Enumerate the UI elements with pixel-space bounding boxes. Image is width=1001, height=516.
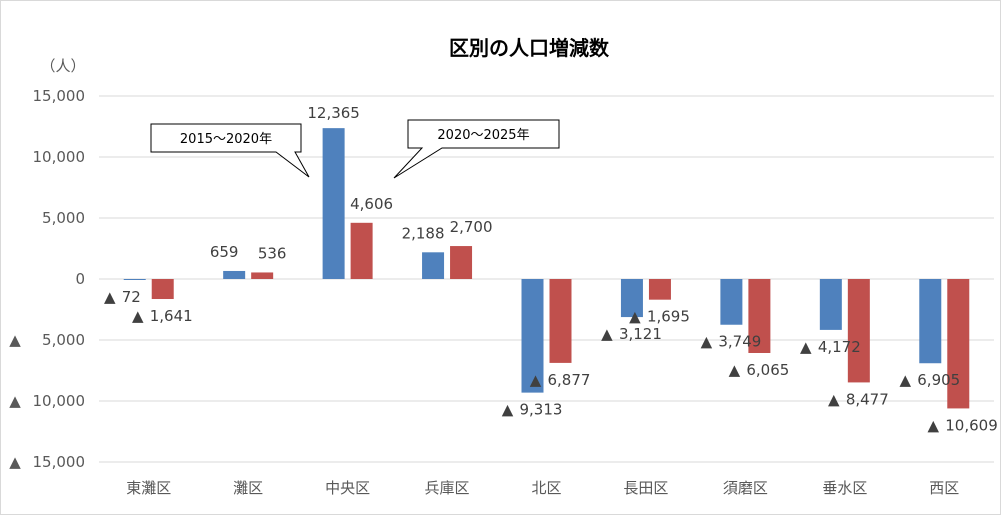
data-label: 2,700: [450, 218, 493, 236]
x-tick-label: 西区: [929, 479, 959, 497]
negative-marker-icon: ▲: [828, 390, 840, 408]
y-axis-unit-label: （人）: [40, 57, 85, 75]
data-label: 2,188: [402, 224, 445, 242]
bar-series-2: [549, 279, 572, 363]
data-label: 6,065: [746, 361, 789, 379]
data-label: 3,121: [619, 325, 662, 343]
data-label: 6,877: [548, 371, 591, 389]
negative-marker-icon: ▲: [9, 331, 21, 349]
bar-series-1: [123, 279, 146, 280]
data-label: 12,365: [307, 104, 360, 122]
bar-series-1: [620, 279, 643, 318]
callout-box: [393, 119, 560, 179]
series-name-label: 2020～2025年: [437, 128, 529, 143]
bar-series-2: [450, 246, 473, 279]
bar-series-1: [720, 279, 743, 325]
bar-series-1: [919, 279, 942, 364]
bar-series-2: [648, 279, 671, 300]
data-label: 3,749: [718, 333, 761, 351]
negative-marker-icon: ▲: [9, 392, 21, 410]
negative-marker-icon: ▲: [928, 416, 940, 434]
data-label: 659: [210, 243, 239, 261]
x-tick-label: 須磨区: [723, 479, 768, 497]
data-label: 4,172: [818, 338, 861, 356]
negative-marker-icon: ▲: [502, 401, 514, 419]
bar-series-2: [748, 279, 771, 353]
bars: [123, 128, 970, 409]
negative-marker-icon: ▲: [900, 371, 912, 389]
x-tick-label: 中央区: [325, 479, 370, 497]
data-label: 72: [122, 288, 141, 306]
x-tick-label: 垂水区: [822, 479, 867, 497]
bar-series-1: [422, 252, 445, 279]
bar-series-1: [223, 270, 246, 279]
series-name-label: 2015～2020年: [180, 132, 272, 147]
y-tick-label: 15,000: [33, 87, 86, 105]
bar-series-1: [322, 128, 345, 279]
series-callouts: 2015～2020年 2020～2025年: [150, 119, 560, 179]
bar-series-2: [350, 222, 373, 279]
bar-series-2: [847, 279, 870, 383]
data-label: 4,606: [350, 195, 393, 213]
bar-series-1: [521, 279, 544, 393]
bar-series-2: [251, 272, 274, 279]
y-tick-label: 0: [75, 270, 85, 288]
bar-series-1: [819, 279, 842, 330]
negative-marker-icon: ▲: [729, 361, 741, 379]
data-label: 536: [258, 244, 287, 262]
y-tick-label: 5,000: [42, 209, 85, 227]
negative-marker-icon: ▲: [132, 307, 144, 325]
y-tick-label: 10,000: [33, 148, 86, 166]
y-tick-label: 15,000: [33, 453, 86, 471]
chart-title: 区別の人口増減数: [449, 36, 610, 60]
negative-marker-icon: ▲: [9, 453, 21, 471]
data-label: 10,609: [945, 416, 998, 434]
data-label: 1,695: [647, 308, 690, 326]
x-tick-label: 長田区: [623, 479, 668, 497]
bar-series-2: [151, 279, 174, 300]
bar-series-2: [947, 279, 970, 409]
series-callout: 2020～2025年: [393, 119, 560, 179]
negative-marker-icon: ▲: [104, 288, 116, 306]
gridlines: [99, 95, 994, 463]
x-tick-label: 北区: [531, 479, 561, 497]
data-label: 1,641: [150, 307, 193, 325]
negative-marker-icon: ▲: [800, 338, 812, 356]
negative-marker-icon: ▲: [701, 333, 713, 351]
negative-marker-icon: ▲: [629, 308, 641, 326]
data-label: 6,905: [917, 371, 960, 389]
axis-labels: 15,000 10,000 5,000 0 ▲ 5,000 ▲ 10,000 ▲ 15,000 東灘…: [9, 87, 959, 497]
x-tick-label: 兵庫区: [425, 479, 470, 497]
data-label: 8,477: [846, 390, 889, 408]
y-tick-label: 10,000: [33, 392, 86, 410]
y-tick-label: 5,000: [42, 331, 85, 349]
negative-marker-icon: ▲: [601, 325, 613, 343]
series-callout: 2015～2020年: [150, 123, 310, 178]
x-tick-label: 東灘区: [126, 479, 171, 497]
negative-marker-icon: ▲: [530, 371, 542, 389]
data-label: 9,313: [520, 401, 563, 419]
x-tick-label: 灘区: [233, 479, 263, 497]
callout-box: [150, 123, 310, 178]
